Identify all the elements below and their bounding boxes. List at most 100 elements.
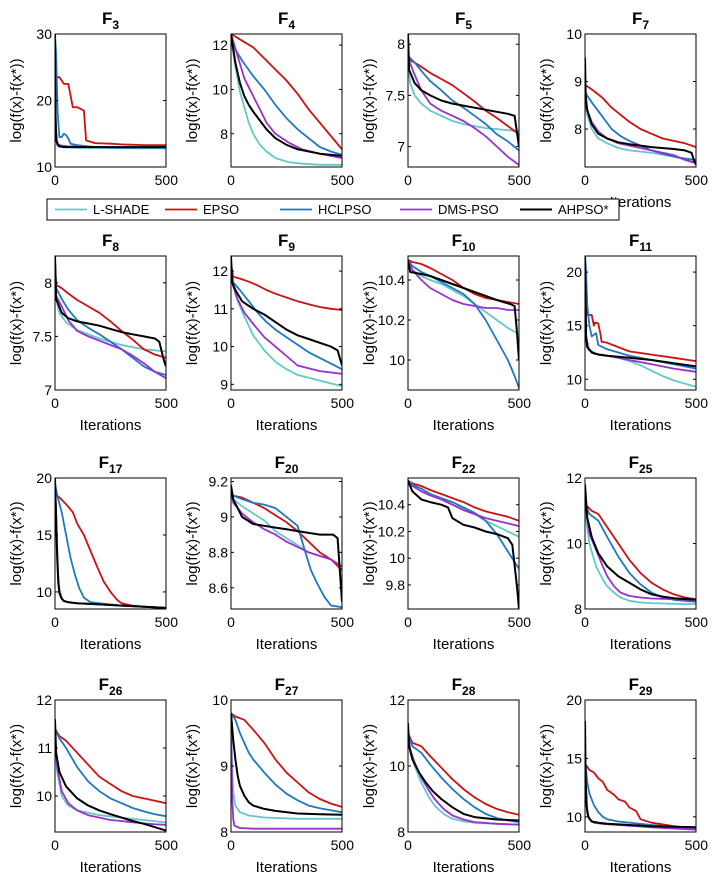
series-group	[408, 723, 519, 826]
series-line-epso	[231, 34, 342, 150]
y-tick-label: 7.5	[33, 328, 53, 344]
y-tick-label: 9.8	[386, 577, 406, 593]
y-tick-label: 8	[397, 824, 405, 840]
y-tick-label: 10	[566, 26, 582, 42]
panel-title-subscript: 10	[462, 240, 476, 254]
series-line-ahpso-	[231, 484, 342, 602]
series-line-hclpso	[408, 259, 519, 389]
y-tick-label: 10	[36, 159, 52, 175]
series-line-hclpso	[585, 90, 696, 161]
y-tick-label: 12	[389, 692, 405, 708]
y-tick-label: 8	[220, 824, 228, 840]
series-line-dms-pso	[231, 263, 342, 375]
series-line-hclpso	[55, 728, 166, 818]
panel-title: F17	[99, 453, 123, 476]
axes-box	[54, 699, 167, 833]
series-line-epso	[231, 712, 342, 808]
x-axis-label: Iterations	[610, 859, 672, 876]
panel-F25: 8 10 12 0 500 F25 log(f(x)-f(x*)) Iterations	[538, 453, 708, 653]
series-line-epso	[585, 85, 696, 148]
y-tick-label: 15	[566, 318, 582, 334]
series-line-epso	[408, 732, 519, 816]
panel-title-subscript: 5	[465, 18, 472, 32]
y-axis-label: log(f(x)-f(x*))	[361, 724, 378, 808]
y-axis-label: log(f(x)-f(x*))	[8, 58, 25, 142]
y-tick-label: 8	[44, 275, 52, 291]
x-tick-label: 0	[227, 837, 235, 853]
y-axis-label: log(f(x)-f(x*))	[8, 724, 25, 808]
series-line-ahpso-	[408, 259, 519, 361]
y-tick-label: 12	[566, 470, 582, 486]
series-line-epso	[408, 479, 519, 522]
series-line-l-shade	[585, 105, 696, 164]
y-tick-label: 10	[566, 809, 582, 825]
panel-title-letter: F	[455, 9, 465, 28]
panel-title-subscript: 4	[288, 18, 295, 32]
y-axis-label: log(f(x)-f(x*))	[538, 281, 555, 365]
y-tick-label: 9.2	[209, 474, 229, 490]
y-tick-label: 10.2	[378, 523, 405, 539]
series-line-dms-pso	[55, 261, 166, 379]
x-tick-label: 0	[227, 172, 235, 188]
series-group	[231, 256, 342, 388]
panel-title: F8	[102, 231, 119, 254]
panel-title: F27	[275, 675, 299, 698]
series-line-ahpso-	[585, 256, 696, 368]
panel-F27: 8 9 10 0 500 F27 log(f(x)-f(x*)) Iterations	[184, 675, 354, 876]
panel-F22: 9.8 10 10.2 10.4 0 500 F22 log(f(x)-f(x*)) Itera…	[361, 453, 531, 653]
series-line-dms-pso	[408, 482, 519, 527]
y-tick-label: 10.2	[378, 312, 405, 328]
x-tick-label: 0	[404, 172, 412, 188]
series-line-ahpso-	[408, 34, 519, 147]
series-line-dms-pso	[408, 259, 519, 311]
x-axis-label: Iterations	[80, 636, 142, 653]
panel-title: F25	[629, 453, 653, 476]
x-tick-label: 0	[581, 395, 589, 411]
panel-title-subscript: 7	[642, 18, 649, 32]
x-tick-label: 500	[331, 395, 355, 411]
y-axis-label: log(f(x)-f(x*))	[361, 58, 378, 142]
series-line-hclpso	[231, 490, 342, 609]
y-tick-label: 10.4	[378, 497, 405, 513]
panel-title-subscript: 8	[112, 240, 119, 254]
x-tick-label: 0	[581, 172, 589, 188]
series-group	[585, 256, 696, 388]
x-tick-label: 500	[331, 837, 355, 853]
axes-box	[230, 255, 343, 391]
series-group	[408, 259, 519, 389]
y-tick-label: 11	[37, 740, 52, 756]
series-line-ahpso-	[585, 484, 696, 601]
panel-F3: 10 20 30 0 500 F3 log(f(x)-f(x*))	[8, 9, 178, 188]
series-line-l-shade	[585, 261, 696, 388]
series-group	[585, 720, 696, 831]
panel-title-subscript: 22	[462, 462, 476, 476]
x-tick-label: 500	[685, 172, 709, 188]
series-line-ahpso-	[55, 719, 166, 832]
panel-title: F3	[102, 9, 119, 32]
panel-title-letter: F	[99, 675, 109, 694]
x-axis-label: Iterations	[433, 859, 495, 876]
axes-box	[407, 255, 520, 391]
y-tick-label: 10	[389, 550, 405, 566]
series-line-dms-pso	[231, 713, 342, 830]
series-group	[231, 34, 342, 166]
series-line-epso	[55, 34, 166, 146]
series-group	[408, 479, 519, 609]
x-axis-label: Iterations	[610, 194, 672, 211]
axes-box	[407, 33, 520, 168]
y-tick-label: 8	[220, 126, 228, 142]
y-tick-label: 7	[397, 139, 405, 155]
panel-title-letter: F	[102, 231, 112, 250]
series-line-hclpso	[231, 712, 342, 814]
x-axis-label: Iterations	[256, 859, 318, 876]
y-tick-label: 9	[220, 376, 228, 392]
y-axis-label: log(f(x)-f(x*))	[184, 724, 201, 808]
series-line-ahpso-	[55, 256, 166, 367]
series-line-hclpso	[408, 480, 519, 570]
y-tick-label: 9	[220, 758, 228, 774]
